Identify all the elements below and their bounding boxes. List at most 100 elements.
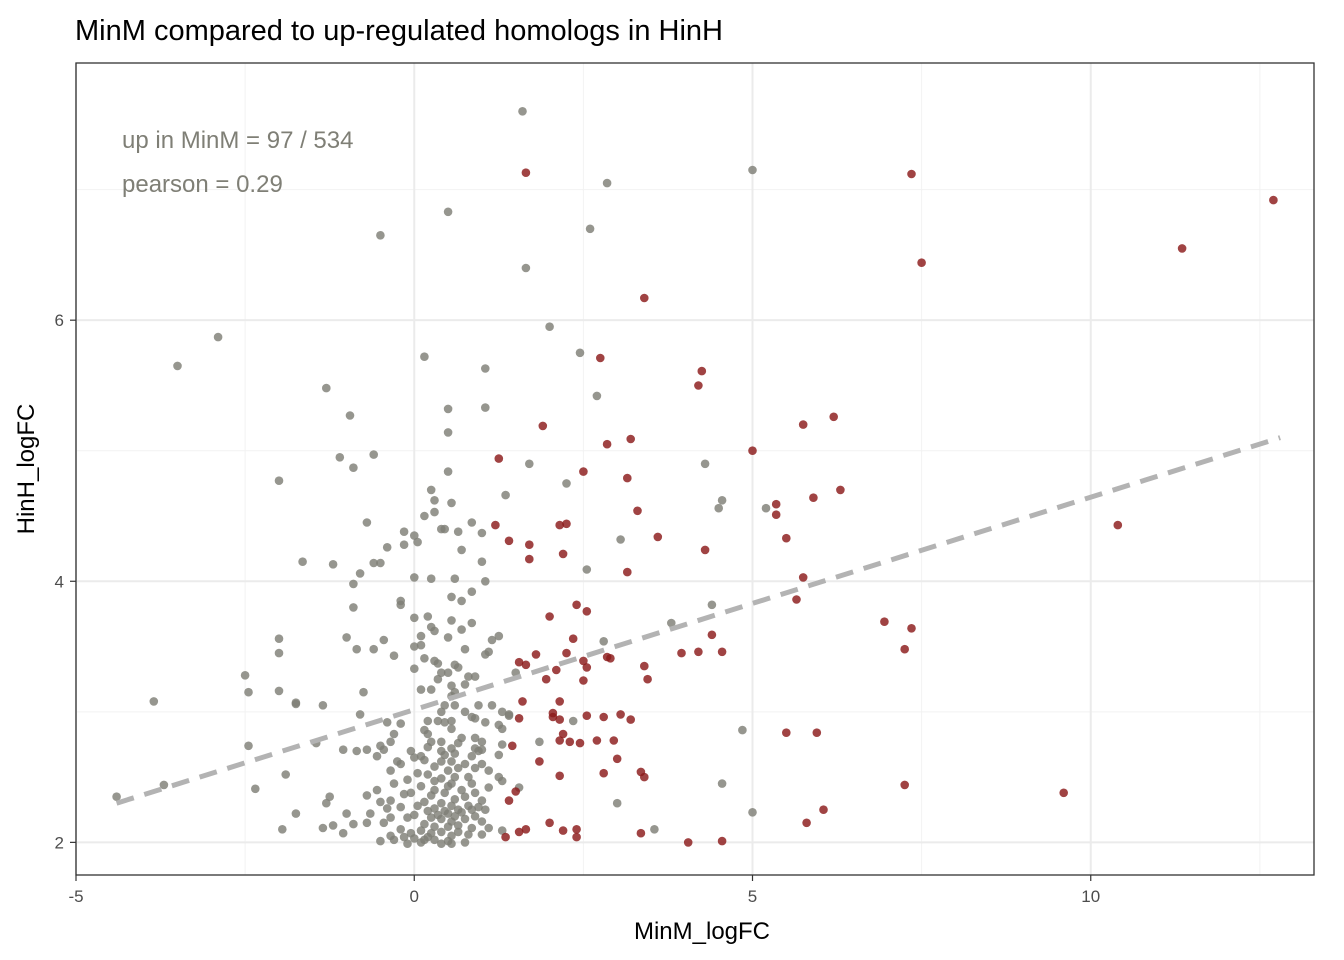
point-not-up — [437, 774, 446, 783]
point-not-up — [376, 231, 385, 240]
point-not-up — [342, 633, 351, 642]
point-up-in-minm — [592, 736, 602, 745]
point-up-in-minm — [640, 772, 649, 782]
point-not-up — [460, 680, 470, 689]
point-up-in-minm — [491, 520, 500, 530]
point-not-up — [362, 518, 372, 527]
point-not-up — [582, 565, 592, 574]
point-not-up — [467, 823, 477, 833]
point-up-in-minm — [677, 648, 686, 658]
point-not-up — [497, 776, 507, 786]
point-not-up — [274, 634, 284, 643]
plot-panel-border — [75, 62, 1315, 876]
point-not-up — [416, 640, 426, 650]
point-up-in-minm — [812, 728, 822, 737]
point-not-up — [437, 668, 446, 677]
point-not-up — [410, 810, 419, 820]
point-not-up — [477, 796, 487, 805]
point-not-up — [420, 797, 429, 807]
point-not-up — [453, 821, 463, 830]
point-not-up — [244, 741, 253, 751]
point-not-up — [470, 733, 480, 743]
point-not-up — [443, 404, 453, 414]
point-not-up — [440, 750, 450, 760]
point-not-up — [616, 535, 625, 544]
point-not-up — [521, 263, 531, 273]
point-up-in-minm — [900, 644, 909, 654]
point-not-up — [399, 832, 409, 842]
point-not-up — [562, 479, 571, 488]
point-not-up — [450, 701, 460, 710]
point-not-up — [274, 648, 284, 658]
x-axis-title: MinM_logFC — [634, 918, 770, 945]
point-up-in-minm — [623, 567, 632, 577]
point-up-in-minm — [545, 818, 554, 828]
point-not-up — [447, 757, 456, 766]
point-not-up — [410, 664, 419, 673]
point-up-in-minm — [579, 676, 588, 685]
y-axis-title: HinH_logFC — [13, 404, 40, 535]
point-not-up — [349, 603, 358, 612]
point-up-in-minm — [558, 729, 568, 739]
point-up-in-minm — [562, 648, 571, 658]
point-not-up — [342, 809, 351, 818]
point-not-up — [274, 476, 284, 486]
point-not-up — [470, 714, 480, 723]
point-not-up — [474, 746, 483, 756]
point-not-up — [396, 596, 406, 606]
point-up-in-minm — [572, 825, 581, 834]
point-not-up — [423, 729, 433, 739]
point-not-up — [379, 818, 389, 828]
point-up-in-minm — [541, 674, 551, 684]
point-not-up — [396, 719, 406, 728]
point-up-in-minm — [633, 506, 642, 516]
point-not-up — [410, 753, 419, 762]
point-not-up — [291, 809, 301, 818]
point-not-up — [443, 633, 453, 642]
point-not-up — [761, 503, 771, 513]
point-not-up — [389, 779, 399, 788]
point-up-in-minm — [907, 624, 916, 633]
point-up-in-minm — [717, 836, 727, 846]
point-not-up — [328, 821, 338, 830]
point-not-up — [450, 749, 460, 758]
point-not-up — [464, 830, 473, 839]
point-not-up — [453, 663, 463, 672]
point-not-up — [467, 751, 477, 761]
point-up-in-minm — [572, 832, 581, 842]
point-not-up — [470, 812, 480, 821]
point-not-up — [389, 729, 399, 739]
point-up-in-minm — [798, 573, 808, 582]
point-up-in-minm — [514, 827, 524, 837]
point-not-up — [426, 574, 436, 583]
point-not-up — [470, 672, 480, 681]
point-not-up — [423, 612, 433, 621]
point-not-up — [464, 672, 473, 681]
point-not-up — [362, 745, 372, 754]
point-not-up — [714, 503, 723, 513]
point-not-up — [447, 716, 456, 726]
point-not-up — [467, 518, 477, 527]
point-not-up — [426, 685, 436, 694]
point-not-up — [453, 527, 463, 536]
point-not-up — [477, 830, 487, 839]
point-not-up — [460, 838, 470, 847]
point-not-up — [325, 792, 335, 801]
point-not-up — [423, 806, 433, 816]
point-not-up — [481, 403, 490, 412]
x-tick-label: 5 — [748, 887, 757, 906]
point-not-up — [447, 498, 456, 508]
point-not-up — [443, 668, 453, 677]
point-not-up — [413, 801, 422, 811]
point-not-up — [281, 770, 291, 779]
point-up-in-minm — [626, 434, 635, 444]
point-not-up — [318, 823, 328, 833]
point-not-up — [470, 788, 480, 798]
point-not-up — [413, 768, 422, 778]
point-not-up — [460, 759, 470, 769]
point-not-up — [244, 687, 253, 697]
point-not-up — [453, 738, 463, 748]
point-not-up — [386, 737, 395, 747]
point-not-up — [450, 574, 460, 583]
point-not-up — [430, 507, 439, 517]
